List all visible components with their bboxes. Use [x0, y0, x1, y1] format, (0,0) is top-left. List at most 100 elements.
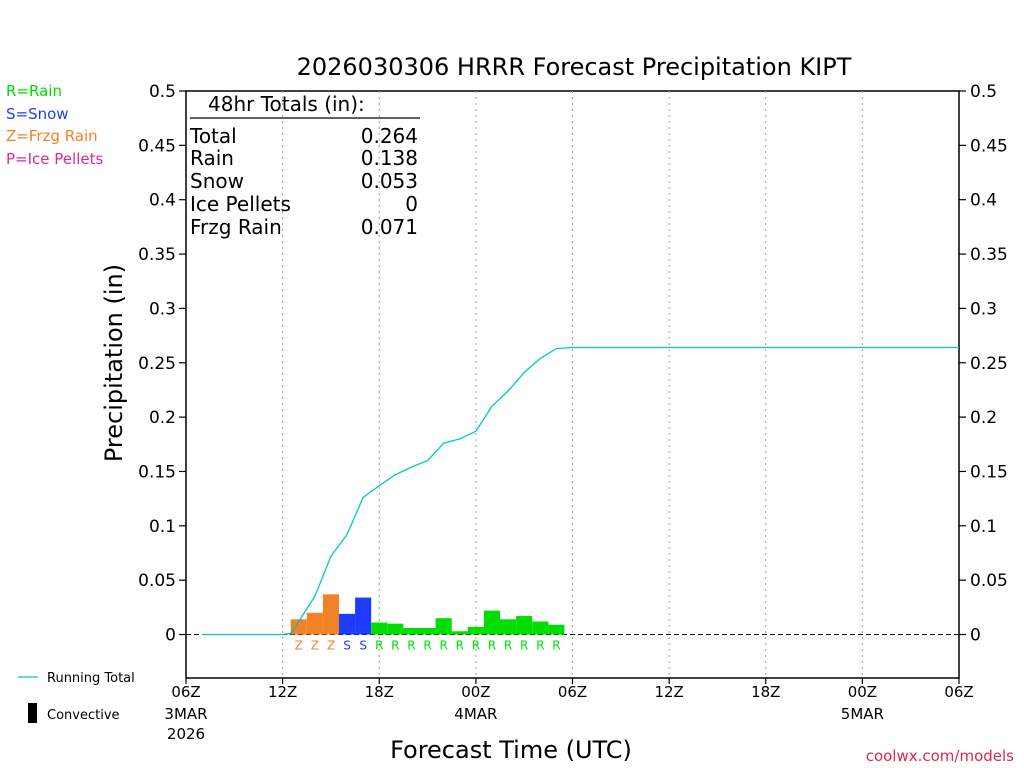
xtick-label: 12Z [268, 683, 297, 701]
totals-label-snow: Snow [190, 169, 244, 193]
hourly-precip-bars [290, 594, 565, 635]
xtick-label: 00Z [848, 683, 877, 701]
ytick-label-right: 0.2 [970, 408, 997, 428]
ytick-label-right: 0.4 [970, 191, 997, 211]
precip-type-label: R [391, 639, 399, 653]
ytick-label-left: 0 [165, 626, 176, 646]
precip-type-label: R [504, 639, 512, 653]
totals-label-total: Total [189, 124, 237, 148]
ytick-label-left: 0.3 [149, 299, 176, 319]
ytick-label-right: 0.5 [970, 82, 997, 102]
totals-value-total: 0.264 [361, 124, 418, 148]
precip-bar-0 [290, 619, 307, 635]
legend-snow: S=Snow [6, 105, 69, 123]
xtick-date: 4MAR [454, 705, 497, 723]
ytick-label-right: 0.45 [970, 136, 1008, 156]
totals-label-frzg-rain: Frzg Rain [190, 215, 282, 239]
totals-heading: 48hr Totals (in): [208, 92, 365, 116]
ytick-label-left: 0.05 [138, 571, 176, 591]
precip-bar-12 [483, 610, 501, 635]
precip-type-label: R [439, 639, 447, 653]
precip-type-label: R [423, 639, 431, 653]
x-axis-label: Forecast Time (UTC) [390, 736, 632, 764]
xtick-date: 3MAR [164, 705, 207, 723]
vertical-grid [282, 91, 863, 678]
precip-bar-6 [387, 623, 404, 635]
y-axis-label: Precipitation (in) [100, 264, 128, 462]
totals-value-rain: 0.138 [361, 146, 418, 170]
xtick-year: 2026 [167, 725, 205, 743]
totals-value-snow: 0.053 [361, 169, 418, 193]
legend-ice-pellets: P=Ice Pellets [6, 150, 103, 168]
precip-bar-3 [338, 613, 356, 635]
ytick-label-right: 0.15 [970, 462, 1008, 482]
totals-box: 48hr Totals (in): Total 0.264 Rain 0.138… [189, 92, 420, 239]
convective-legend-swatch [28, 703, 37, 723]
precip-type-label: R [407, 639, 415, 653]
precip-bar-14 [516, 616, 533, 635]
precip-type-label: R [488, 639, 496, 653]
ytick-label-right: 0 [970, 626, 981, 646]
xtick-label: 18Z [365, 683, 394, 701]
ytick-label-left: 0.5 [149, 82, 176, 102]
xtick-label: 06Z [944, 683, 973, 701]
ytick-label-left: 0.1 [149, 517, 176, 537]
ytick-label-left: 0.2 [149, 408, 176, 428]
precip-bar-9 [435, 618, 452, 635]
credit-text: coolwx.com/models [866, 747, 1014, 765]
precip-type-label: R [552, 639, 560, 653]
precip-type-label: R [456, 639, 464, 653]
precip-type-label: Z [311, 639, 319, 653]
precip-bar-10 [451, 631, 468, 635]
ytick-label-left: 0.25 [138, 354, 176, 374]
precip-type-label: S [343, 639, 351, 653]
ytick-label-left: 0.45 [138, 136, 176, 156]
legend-convective: Convective [47, 708, 120, 723]
precip-bar-2 [322, 594, 339, 635]
ytick-label-left: 0.15 [138, 462, 176, 482]
xtick-label: 18Z [751, 683, 780, 701]
series-legend: Running Total Convective [18, 671, 135, 723]
totals-label-ice-pellets: Ice Pellets [190, 192, 291, 216]
xtick-date: 5MAR [841, 705, 884, 723]
xtick-label: 12Z [654, 683, 683, 701]
precip-bar-1 [306, 612, 323, 635]
ytick-label-right: 0.3 [970, 299, 997, 319]
xtick-label: 00Z [461, 683, 490, 701]
totals-value-frzg-rain: 0.071 [361, 215, 418, 239]
ytick-label-left: 0.35 [138, 245, 176, 265]
y-axis-ticks: 0 0 0.05 0.05 0.1 0.1 0.15 0.15 0.2 0.2 0.25 0.25 0.… [138, 82, 1008, 646]
precip-bar-16 [548, 624, 565, 635]
precip-bar-4 [355, 597, 372, 635]
precip-type-label: R [472, 639, 480, 653]
xtick-label: 06Z [558, 683, 587, 701]
xtick-label: 06Z [171, 683, 200, 701]
ytick-label-right: 0.1 [970, 517, 997, 537]
legend-frzg-rain: Z=Frzg Rain [6, 127, 98, 145]
precip-type-legend: R=Rain S=Snow Z=Frzg Rain P=Ice Pellets [6, 82, 103, 168]
precip-type-label: Z [295, 639, 303, 653]
precip-type-label: R [375, 639, 383, 653]
precip-type-label: S [359, 639, 367, 653]
precip-bar-8 [419, 627, 436, 635]
precip-type-label: Z [327, 639, 335, 653]
chart-title: 2026030306 HRRR Forecast Precipitation K… [297, 53, 852, 81]
ytick-label-left: 0.4 [149, 191, 176, 211]
x-axis-ticks: 06Z 3MAR 2026 12Z 18Z 00Z 4MAR 06Z 12Z 18Z 00Z 5MAR… [164, 678, 974, 743]
precip-bar-5 [371, 622, 388, 635]
precip-type-label: R [520, 639, 528, 653]
running-total-line [202, 346, 959, 636]
ytick-label-right: 0.35 [970, 245, 1008, 265]
ytick-label-right: 0.25 [970, 354, 1008, 374]
precip-bar-11 [467, 626, 484, 635]
precip-bar-7 [403, 627, 420, 635]
totals-label-rain: Rain [190, 146, 234, 170]
precip-bar-13 [500, 619, 517, 635]
ytick-label-right: 0.05 [970, 571, 1008, 591]
legend-rain: R=Rain [6, 82, 62, 100]
totals-value-ice-pellets: 0 [405, 192, 418, 216]
precip-bar-15 [532, 621, 549, 635]
legend-running-total: Running Total [47, 671, 135, 686]
precip-type-label: R [536, 639, 544, 653]
